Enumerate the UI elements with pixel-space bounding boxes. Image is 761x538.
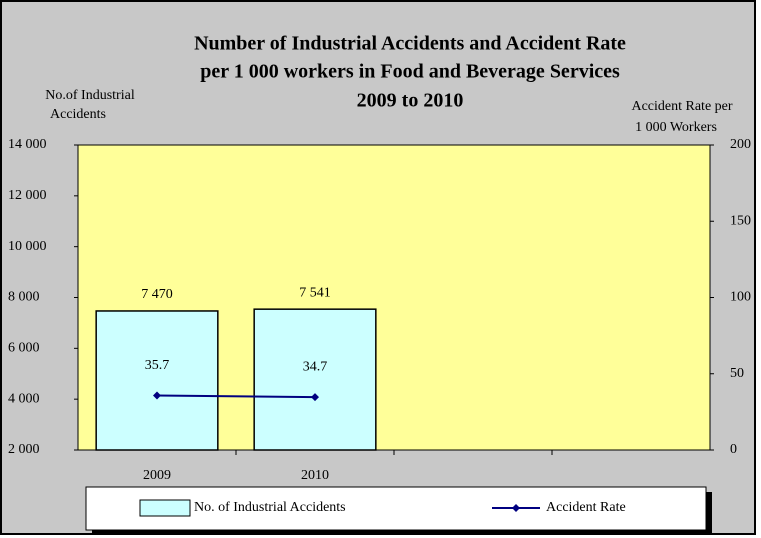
bar-value-label: 7 541	[299, 285, 331, 300]
y2-tick-label: 100	[730, 290, 751, 305]
legend-swatch	[139, 499, 191, 517]
y2-axis-label: Accident Rate per	[631, 99, 732, 114]
y-tick-label: 12 000	[8, 188, 47, 203]
legend-label: No. of Industrial Accidents	[194, 500, 346, 515]
y-tick-label: 14 000	[8, 137, 47, 152]
legend-label: Accident Rate	[546, 500, 626, 515]
x-tick-label: 2010	[301, 468, 329, 483]
y-tick-label: 10 000	[8, 239, 47, 254]
y2-tick-label: 150	[730, 213, 751, 228]
line-marker	[153, 391, 161, 400]
line-value-label: 35.7	[145, 358, 170, 373]
bar	[253, 308, 377, 451]
chart-title: per 1 000 workers in Food and Beverage S…	[200, 61, 620, 83]
y-tick-label: 4 000	[8, 391, 40, 406]
bar	[95, 310, 219, 451]
y2-axis-label: 1 000 Workers	[635, 120, 717, 135]
y2-tick-label: 200	[730, 137, 751, 152]
legend-swatch	[512, 504, 520, 512]
y-tick-label: 8 000	[8, 290, 40, 305]
y-tick-label: 6 000	[8, 341, 40, 356]
y-tick-label: 2 000	[8, 442, 40, 457]
line	[156, 394, 316, 399]
bar-value-label: 7 470	[141, 287, 173, 302]
line-marker	[311, 393, 319, 402]
y2-tick-label: 0	[730, 442, 737, 457]
x-tick-label: 2009	[143, 468, 171, 483]
y-axis-label: No.of Industrial	[45, 88, 135, 103]
line-value-label: 34.7	[303, 359, 328, 374]
y-axis-label: Accidents	[50, 107, 106, 122]
chart-title: Number of Industrial Accidents and Accid…	[194, 33, 626, 55]
y2-tick-label: 50	[730, 366, 744, 381]
chart-title: 2009 to 2010	[357, 90, 464, 112]
